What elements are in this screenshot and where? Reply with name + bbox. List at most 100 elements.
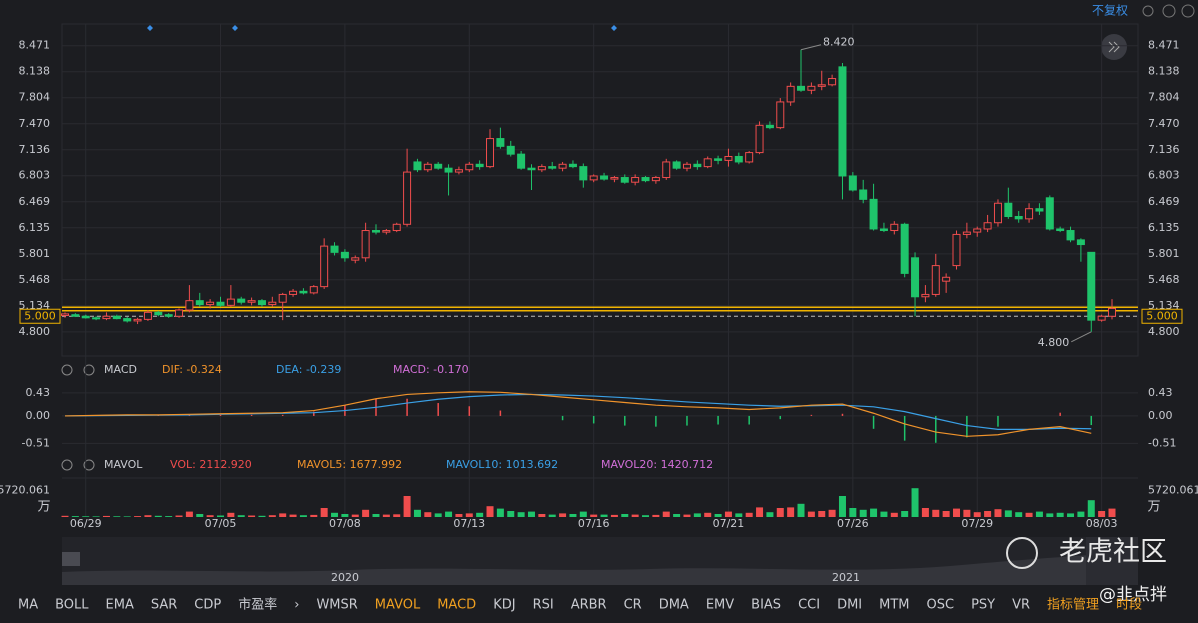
volume-bar	[984, 511, 992, 517]
watermark-author: @韭点拌	[1099, 585, 1167, 605]
candle-body	[289, 290, 298, 295]
x-tick-label: 07/21	[713, 517, 745, 530]
volume-bar	[859, 509, 867, 517]
y-tick-label: 5.134	[19, 299, 51, 312]
y-tick-label: 0.00	[26, 409, 51, 422]
candle-body	[620, 177, 629, 183]
volume-bar	[921, 508, 929, 517]
minus-icon[interactable]	[1162, 4, 1176, 18]
candle-body	[568, 163, 577, 168]
toolbar-item[interactable]: PSY	[971, 598, 995, 613]
settings-icon[interactable]	[61, 364, 73, 376]
toolbar-item[interactable]: MTM	[879, 598, 909, 613]
volume-bar	[652, 514, 660, 517]
undo-icon[interactable]	[1142, 5, 1154, 17]
candle-body	[475, 163, 484, 168]
volume-bar	[631, 514, 639, 517]
x-tick-label: 07/29	[961, 517, 993, 530]
candle-body	[869, 198, 878, 230]
navigator-year: 2021	[832, 571, 860, 584]
volume-bar	[1056, 512, 1064, 517]
volume-bar	[465, 513, 473, 517]
toolbar-item[interactable]: EMA	[106, 598, 134, 613]
candle-body	[859, 189, 868, 200]
close-icon[interactable]	[83, 364, 95, 376]
candle-body	[112, 315, 121, 320]
toolbar-item[interactable]: OSC	[927, 598, 955, 613]
candle-body	[382, 230, 391, 233]
candle-body	[164, 314, 173, 317]
navigator-window[interactable]	[1086, 537, 1138, 585]
candle-body	[454, 169, 463, 173]
volume-bar	[621, 514, 629, 517]
toolbar-item[interactable]: KDJ	[493, 598, 515, 613]
candle-body	[92, 317, 101, 320]
candle-body	[879, 228, 888, 232]
volume-bar	[154, 515, 162, 517]
toolbar-item[interactable]: ARBR	[571, 598, 607, 613]
volume-bar	[1077, 511, 1085, 517]
candle-body	[351, 257, 360, 261]
settings-icon[interactable]	[61, 459, 73, 471]
close-icon[interactable]	[83, 459, 95, 471]
navigator-year: 2020	[331, 571, 359, 584]
candle-body	[71, 314, 80, 317]
candle-body	[983, 222, 992, 230]
volume-bar	[206, 515, 214, 517]
y-tick-label: 6.135	[19, 221, 51, 234]
volume-bar	[797, 503, 805, 517]
toolbar-item[interactable]: MACD	[437, 598, 476, 613]
candle-body	[745, 152, 754, 163]
volume-bar	[279, 513, 287, 517]
toolbar-item[interactable]: MA	[18, 598, 38, 613]
candle-body	[682, 163, 691, 169]
volume-bar	[642, 515, 650, 517]
volume-bar	[216, 515, 224, 517]
volume-bar	[134, 516, 142, 517]
x-tick-label: 07/13	[453, 517, 485, 530]
y-tick-label: 5.134	[1148, 299, 1180, 312]
candle-body	[226, 298, 235, 306]
volume-bar	[517, 512, 525, 517]
candle-body	[734, 155, 743, 163]
toolbar-item[interactable]: 指标管理	[1047, 598, 1099, 613]
volume-bar	[963, 509, 971, 517]
plus-icon[interactable]	[1181, 4, 1195, 18]
volume-bar	[61, 515, 69, 517]
toolbar-item[interactable]: ›	[294, 598, 299, 613]
toolbar-item[interactable]: VR	[1012, 598, 1030, 613]
candle-body	[1025, 208, 1034, 220]
candle-body	[952, 233, 961, 267]
toolbar-item[interactable]: CR	[624, 598, 642, 613]
unit-label: 万	[37, 500, 50, 515]
toolbar-item[interactable]: EMV	[706, 598, 734, 613]
toolbar-item[interactable]: 市盈率	[238, 597, 277, 613]
expand-icon	[1108, 41, 1120, 53]
candle-body	[1045, 197, 1054, 230]
volume-bar	[1004, 510, 1012, 517]
toolbar-item[interactable]: BOLL	[55, 598, 89, 613]
toolbar-item[interactable]: DMA	[659, 598, 689, 613]
volume-bar	[538, 514, 546, 517]
volume-bar	[82, 516, 90, 517]
indicator-legend: DIF: -0.324	[162, 363, 222, 376]
candle-body	[579, 166, 588, 181]
toolbar-item[interactable]: RSI	[533, 598, 554, 613]
volume-bar	[413, 509, 421, 517]
toolbar-item[interactable]: 时段	[1116, 598, 1142, 613]
toolbar-item[interactable]: DMI	[837, 598, 862, 613]
navigator-handle[interactable]	[62, 552, 80, 566]
toolbar-item[interactable]: SAR	[151, 598, 177, 613]
toolbar-item[interactable]: CDP	[194, 598, 221, 613]
toolbar-item[interactable]: CCI	[798, 598, 820, 613]
candle-body	[993, 202, 1002, 224]
toolbar-item[interactable]: MAVOL	[375, 598, 421, 613]
toolbar-item[interactable]: WMSR	[316, 598, 357, 613]
adjust-button[interactable]: 不复权	[1092, 4, 1128, 18]
toolbar-item[interactable]: BIAS	[751, 598, 781, 613]
volume-bar	[1035, 511, 1043, 517]
candle-body	[268, 301, 277, 306]
volume-bar	[71, 516, 79, 517]
volume-bar	[870, 508, 878, 517]
candle-body	[247, 300, 256, 303]
